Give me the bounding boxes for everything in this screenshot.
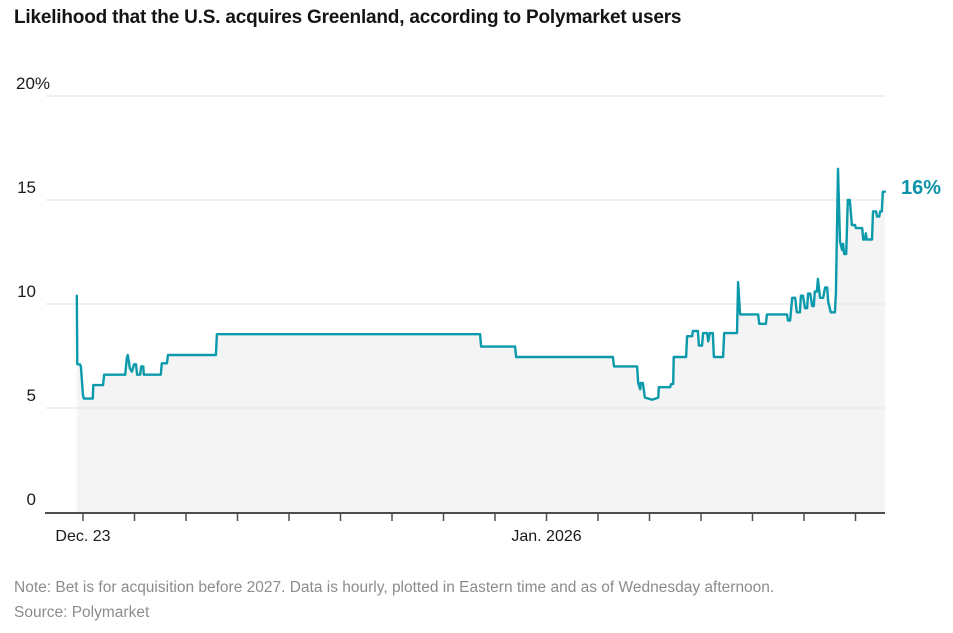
y-axis-label: 20% — [16, 74, 50, 93]
y-axis-label: 0 — [27, 490, 36, 509]
y-axis-label: 5 — [27, 386, 36, 405]
chart-title: Likelihood that the U.S. acquires Greenl… — [14, 7, 682, 28]
x-axis-label: Dec. 23 — [55, 528, 110, 545]
chart-source: Source: Polymarket — [14, 604, 150, 621]
chart-canvas: 0 5 10 15 20% Dec. 23 Jan. 2026 — [16, 74, 887, 545]
series-line — [75, 167, 887, 401]
y-axis-label: 15 — [17, 178, 36, 197]
latest-value-label: 16% — [901, 177, 942, 199]
series-area — [76, 168, 885, 513]
x-axis-label: Jan. 2026 — [511, 528, 581, 545]
chart-note: Note: Bet is for acquisition before 2027… — [14, 579, 775, 596]
y-axis-label: 10 — [17, 282, 36, 301]
